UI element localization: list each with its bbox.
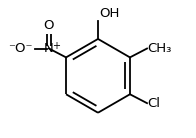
Text: +: +	[52, 41, 60, 51]
Text: Cl: Cl	[148, 97, 161, 110]
Text: ⁻O⁻: ⁻O⁻	[8, 42, 32, 55]
Text: CH₃: CH₃	[148, 42, 172, 55]
Text: N: N	[44, 42, 54, 55]
Text: OH: OH	[99, 7, 120, 20]
Text: O: O	[44, 19, 54, 32]
